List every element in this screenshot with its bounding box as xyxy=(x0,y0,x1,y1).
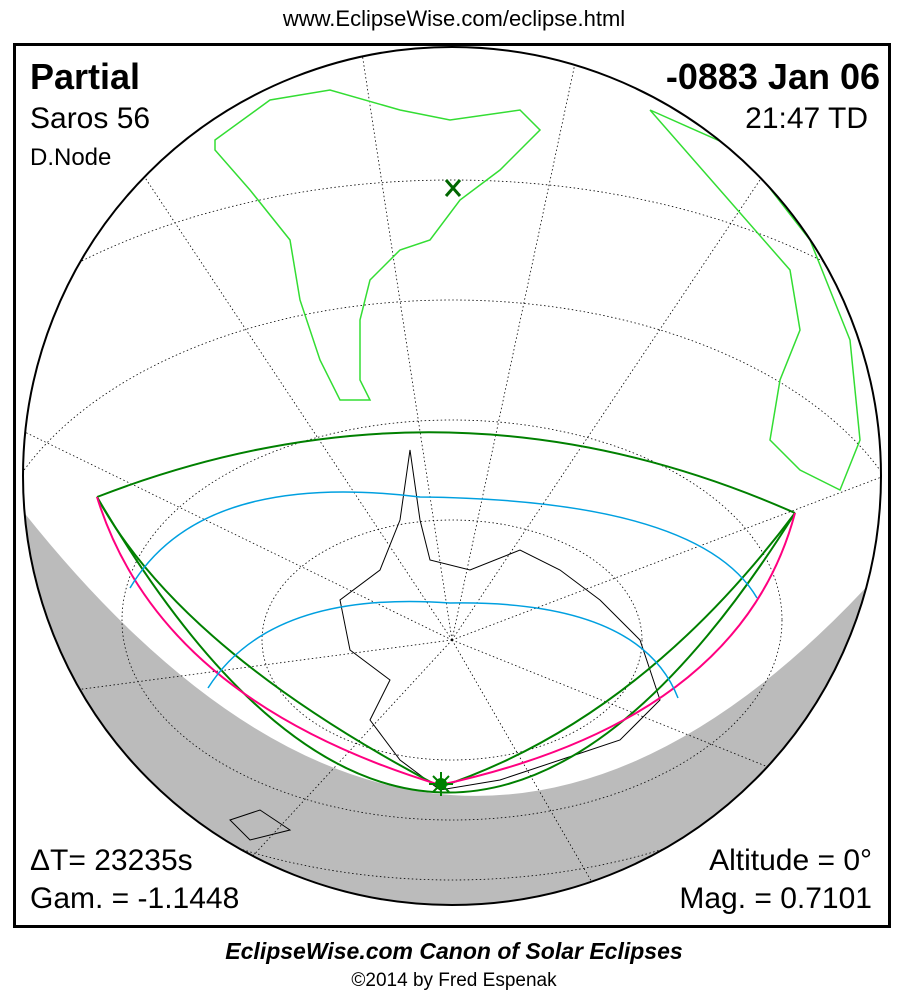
delta-t: ΔT= 23235s xyxy=(30,844,193,877)
graticule xyxy=(23,47,881,905)
url-text: www.EclipseWise.com/eclipse.html xyxy=(282,6,626,31)
globe xyxy=(23,47,881,905)
subsolar-point-icon xyxy=(444,179,462,197)
saros-label: Saros 56 xyxy=(30,102,151,135)
globe-outline xyxy=(22,46,882,906)
gamma: Gam. = -1.1448 xyxy=(30,882,240,915)
outer-limit-curve xyxy=(96,496,796,794)
magnitude-curve-inner xyxy=(207,600,679,699)
magnitude-curve-outer xyxy=(129,491,758,599)
altitude: Altitude = 0° xyxy=(709,844,872,877)
eclipse-map-frame: Partial Saros 56 D.Node -0883 Jan 06 21:… xyxy=(13,43,891,928)
eclipse-type: Partial xyxy=(30,56,141,97)
magnitude: Mag. = 0.7101 xyxy=(679,882,872,915)
copyright: ©2014 by Fred Espenak xyxy=(351,970,557,991)
globe-map xyxy=(22,46,882,906)
node-label: D.Node xyxy=(30,144,112,171)
footer-title: EclipseWise.com Canon of Solar Eclipses xyxy=(225,938,683,964)
continent-south-america xyxy=(214,89,542,401)
eclipse-date: -0883 Jan 06 xyxy=(665,56,880,97)
greatest-eclipse-star-icon xyxy=(429,772,453,796)
continent-antarctica xyxy=(229,449,661,841)
northern-limit-curve xyxy=(96,431,796,514)
eclipse-time: 21:47 TD xyxy=(745,102,868,135)
